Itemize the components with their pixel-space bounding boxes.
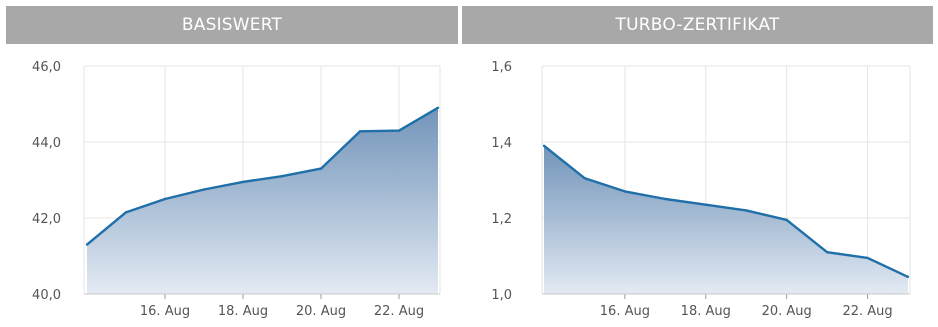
data-point — [583, 176, 586, 180]
data-point — [163, 197, 167, 201]
data-point — [664, 197, 667, 201]
data-point — [623, 190, 627, 193]
y-tick-label: 46,0 — [32, 60, 61, 75]
y-tick-label: 42,0 — [32, 212, 61, 227]
turbo-zertifikat-chart: 1,0 1,2 1,4 1,6 16. Aug 18. Aug 20. Aug 22. Aug — [491, 60, 911, 319]
y-tick-label: 44,0 — [32, 136, 61, 151]
data-point — [85, 243, 89, 246]
data-point — [542, 144, 546, 147]
y-tick-label: 1,2 — [491, 212, 512, 227]
basiswert-header: BASISWERT — [6, 6, 458, 44]
basiswert-chart: 40,0 42,0 44,0 46,0 16. Aug 18. Aug 20. Aug 22.… — [32, 60, 441, 319]
x-tick-label: 16. Aug — [140, 304, 190, 319]
y-tick-label: 1,0 — [491, 288, 512, 303]
data-point — [241, 180, 245, 184]
data-point — [785, 218, 788, 222]
data-point — [906, 275, 910, 279]
data-point — [436, 106, 440, 109]
x-tick-label: 20. Aug — [762, 304, 812, 319]
y-tick-label: 1,4 — [491, 136, 512, 151]
series-line — [86, 106, 439, 246]
data-point — [866, 256, 869, 260]
x-tick-label: 22. Aug — [842, 304, 892, 319]
x-tick-label: 16. Aug — [600, 304, 650, 319]
x-tick-label: 22. Aug — [374, 304, 424, 319]
x-tick-label: 18. Aug — [681, 304, 731, 319]
data-point — [319, 167, 323, 170]
area-fill — [544, 145, 908, 294]
area-fill — [87, 107, 438, 294]
data-point — [397, 129, 401, 132]
y-tick-label: 40,0 — [32, 288, 61, 303]
data-point — [124, 211, 128, 214]
y-tick-label: 1,6 — [491, 60, 512, 75]
data-point — [745, 209, 748, 212]
data-point — [825, 251, 829, 254]
series-line — [543, 144, 909, 278]
data-point — [280, 175, 284, 178]
turbo-zertifikat-header: TURBO-ZERTIFIKAT — [462, 6, 933, 44]
x-tick-label: 20. Aug — [296, 304, 346, 319]
data-point — [202, 188, 206, 191]
x-tick-label: 18. Aug — [218, 304, 268, 319]
data-point — [358, 130, 362, 133]
data-point — [704, 203, 707, 206]
